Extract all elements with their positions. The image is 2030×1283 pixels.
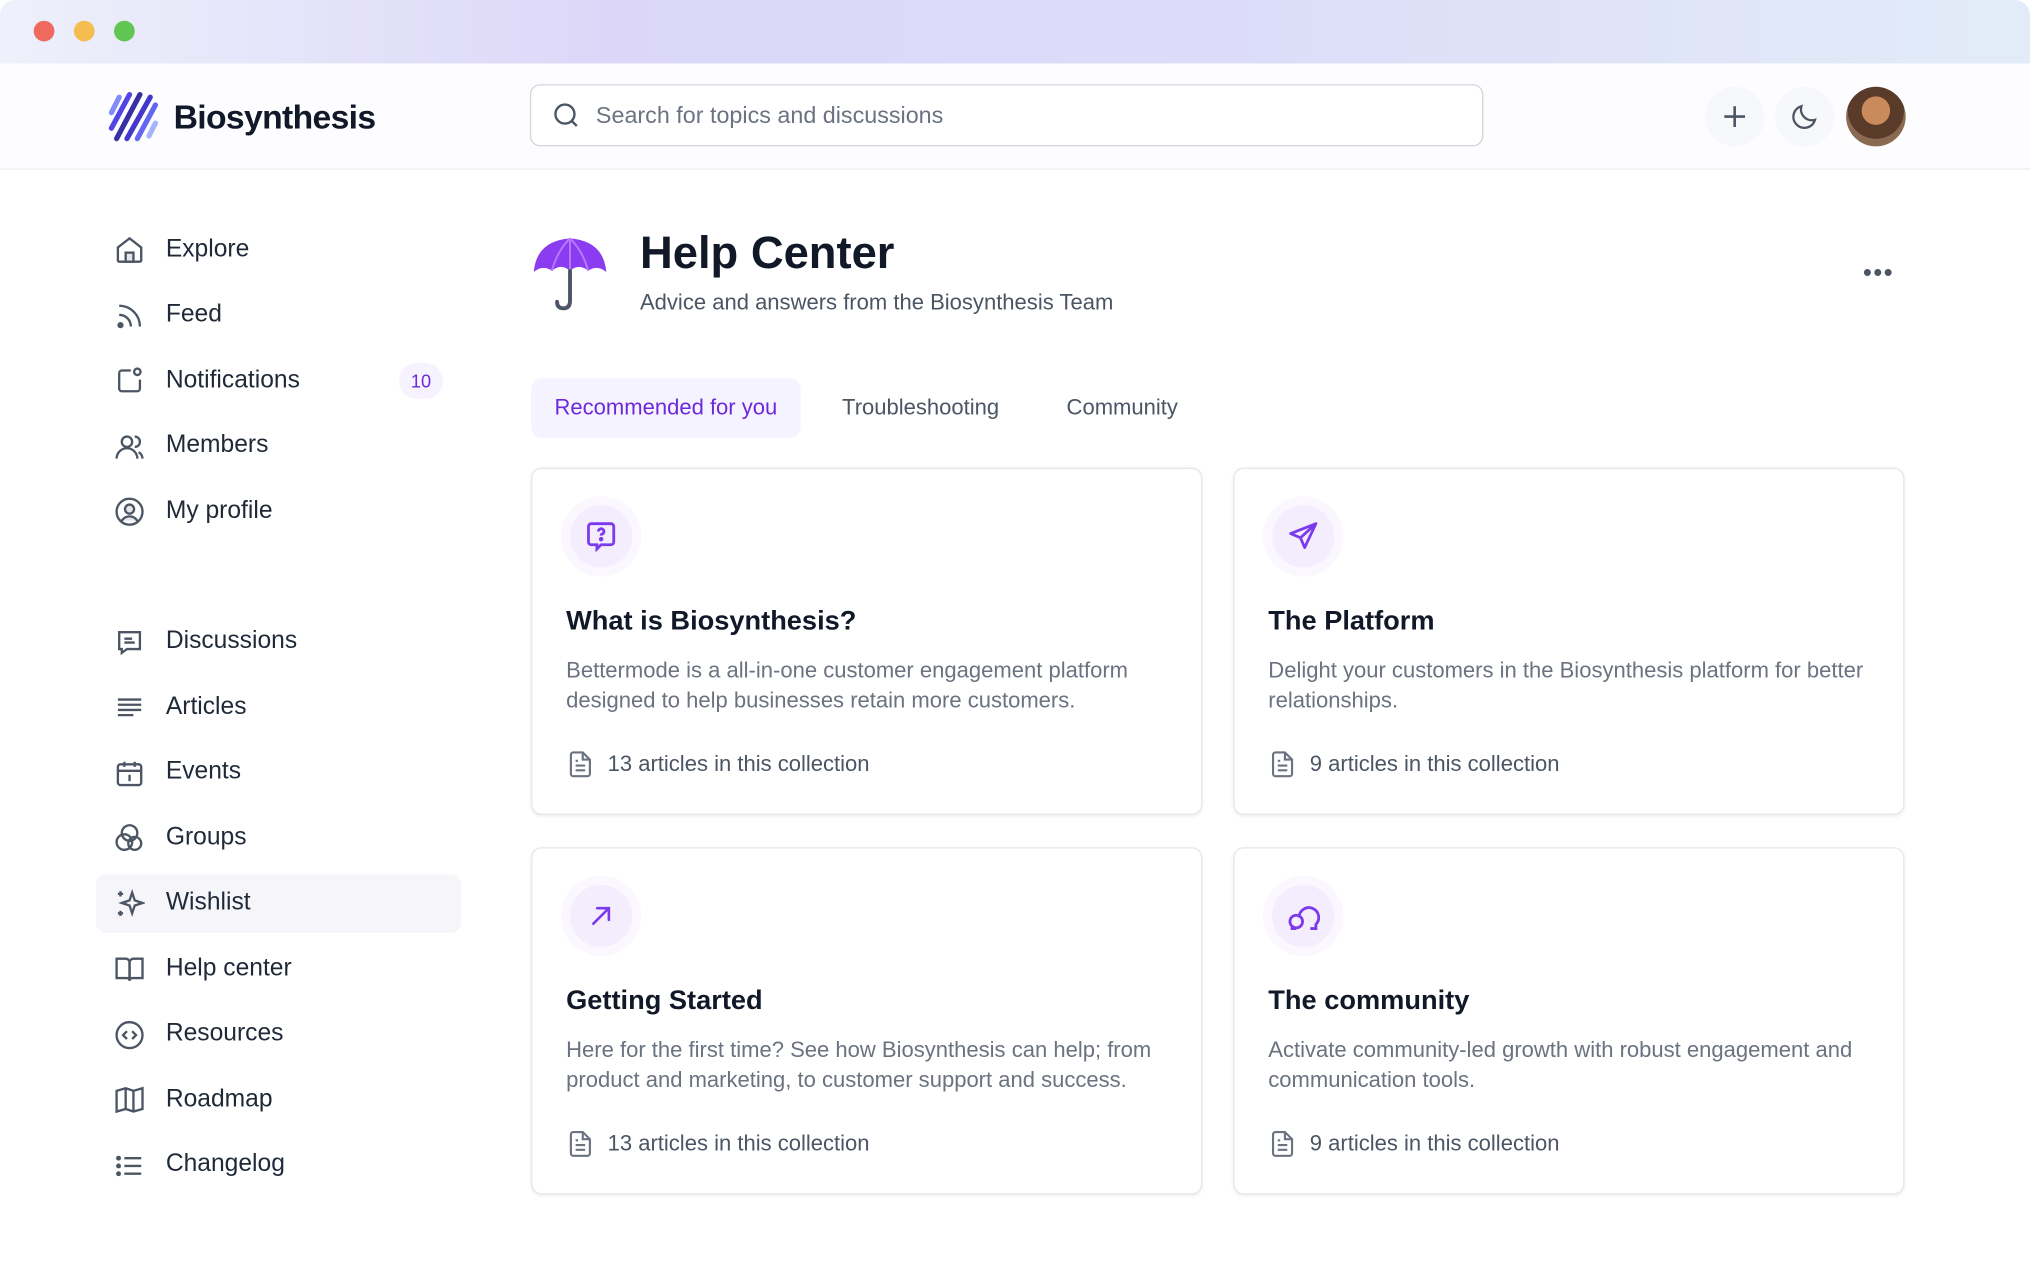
sidebar-item-resources[interactable]: Resources xyxy=(96,1005,461,1063)
tab-troubleshooting[interactable]: Troubleshooting xyxy=(842,395,1000,420)
sidebar-item-wishlist[interactable]: Wishlist xyxy=(95,873,462,933)
plus-icon xyxy=(1724,106,1746,127)
calendar-icon xyxy=(116,761,143,786)
sidebar-item-label: Roadmap xyxy=(165,1084,273,1113)
sidebar-item-label: Wishlist xyxy=(165,888,251,916)
list-icon xyxy=(116,1155,142,1176)
umbrella-icon xyxy=(533,237,607,311)
document-icon xyxy=(569,1130,591,1157)
sparkles-icon xyxy=(117,888,146,917)
sidebar-item-label: Resources xyxy=(165,1019,284,1047)
sidebar-item-groups[interactable]: Groups xyxy=(96,808,461,866)
search-input[interactable] xyxy=(593,100,1441,131)
collection-card[interactable]: What is Biosynthesis? Bettermode is a al… xyxy=(531,467,1203,815)
sidebar-item-events[interactable]: Events xyxy=(96,743,461,801)
sidebar-item-label: Events xyxy=(165,757,242,786)
sidebar-item-discussions[interactable]: Discussions xyxy=(96,612,461,670)
brand-logo[interactable]: Biosynthesis xyxy=(106,89,377,143)
message-question-icon xyxy=(587,522,616,553)
send-icon xyxy=(1289,522,1318,549)
card-title: The community xyxy=(1268,985,1470,1016)
top-header: Biosynthesis xyxy=(0,63,2030,170)
home-icon xyxy=(116,236,143,263)
users-icon xyxy=(115,434,144,459)
notification-icon xyxy=(118,367,142,393)
moon-icon xyxy=(1792,104,1817,129)
sidebar-item-help-center[interactable]: Help center xyxy=(96,939,461,997)
sidebar-item-label: My profile xyxy=(165,496,273,525)
card-title: Getting Started xyxy=(566,985,763,1016)
card-description: Here for the first time? See how Biosynt… xyxy=(566,1037,1152,1093)
page-title: Help Center xyxy=(639,228,895,279)
sidebar-item-explore[interactable]: Explore xyxy=(96,220,461,278)
chat-bubbles-icon xyxy=(1288,906,1321,930)
collection-card[interactable]: Getting Started Here for the first time?… xyxy=(531,847,1203,1195)
search-bar[interactable] xyxy=(529,84,1484,147)
minimize-window-button[interactable] xyxy=(73,20,95,42)
sidebar-item-notifications[interactable]: Notifications 10 xyxy=(96,351,461,409)
sidebar-item-my-profile[interactable]: My profile xyxy=(96,482,461,540)
card-description: Delight your customers in the Biosynthes… xyxy=(1268,658,1864,713)
sidebar-item-feed[interactable]: Feed xyxy=(96,286,461,344)
article-count: 13 articles in this collection xyxy=(607,751,870,777)
user-circle-icon xyxy=(115,497,144,526)
document-icon xyxy=(1271,751,1294,778)
close-window-button[interactable] xyxy=(33,20,55,42)
article-count: 9 articles in this collection xyxy=(1309,1130,1560,1156)
sidebar-item-articles[interactable]: Articles xyxy=(96,678,461,736)
code-circle-icon xyxy=(115,1020,144,1049)
collection-card[interactable]: The community Activate community-led gro… xyxy=(1233,847,1905,1195)
collection-card[interactable]: The Platform Delight your customers in t… xyxy=(1233,467,1905,815)
sidebar-item-label: Notifications xyxy=(165,365,300,394)
book-icon xyxy=(115,957,144,981)
sidebar: Explore Feed Notifications 10 Members My… xyxy=(95,220,462,1201)
sidebar-item-label: Changelog xyxy=(165,1150,285,1178)
arrow-up-right-icon xyxy=(592,906,611,925)
notification-count-badge: 10 xyxy=(399,362,444,399)
article-count: 9 articles in this collection xyxy=(1309,751,1560,777)
tab-bar: Recommended for you Troubleshooting Comm… xyxy=(531,378,1199,438)
map-icon xyxy=(115,1086,144,1114)
sidebar-item-label: Groups xyxy=(165,823,247,851)
page-subtitle: Advice and answers from the Biosynthesis… xyxy=(639,290,1114,315)
more-options-button[interactable]: ••• xyxy=(1862,259,1895,288)
create-button[interactable] xyxy=(1704,86,1765,147)
sidebar-item-label: Discussions xyxy=(165,627,298,655)
sidebar-item-label: Explore xyxy=(165,235,250,263)
sidebar-item-label: Help center xyxy=(165,954,292,982)
logo-icon xyxy=(108,91,159,142)
card-title: The Platform xyxy=(1268,606,1435,637)
card-description: Bettermode is a all-in-one customer enga… xyxy=(566,658,1129,713)
tab-community[interactable]: Community xyxy=(1066,395,1178,420)
article-count: 13 articles in this collection xyxy=(607,1130,870,1156)
avatar[interactable] xyxy=(1846,86,1906,147)
sidebar-item-label: Feed xyxy=(165,300,222,328)
sidebar-item-members[interactable]: Members xyxy=(96,417,461,475)
card-title: What is Biosynthesis? xyxy=(566,606,857,637)
brand-name: Biosynthesis xyxy=(173,96,377,136)
message-icon xyxy=(118,630,142,655)
sidebar-item-roadmap[interactable]: Roadmap xyxy=(96,1070,461,1128)
card-description: Activate community-led growth with robus… xyxy=(1268,1037,1853,1093)
sidebar-item-label: Articles xyxy=(165,692,247,720)
rss-icon xyxy=(117,303,142,328)
document-icon xyxy=(569,751,591,778)
dark-mode-toggle[interactable] xyxy=(1774,86,1835,147)
search-icon xyxy=(554,103,578,127)
document-icon xyxy=(1271,1130,1294,1157)
tab-recommended[interactable]: Recommended for you xyxy=(531,378,801,438)
sidebar-item-label: Members xyxy=(165,431,269,459)
groups-icon xyxy=(115,824,143,852)
sidebar-item-changelog[interactable]: Changelog xyxy=(96,1136,461,1194)
title-bar xyxy=(0,0,2030,64)
align-left-icon xyxy=(117,698,142,717)
maximize-window-button[interactable] xyxy=(114,20,135,42)
